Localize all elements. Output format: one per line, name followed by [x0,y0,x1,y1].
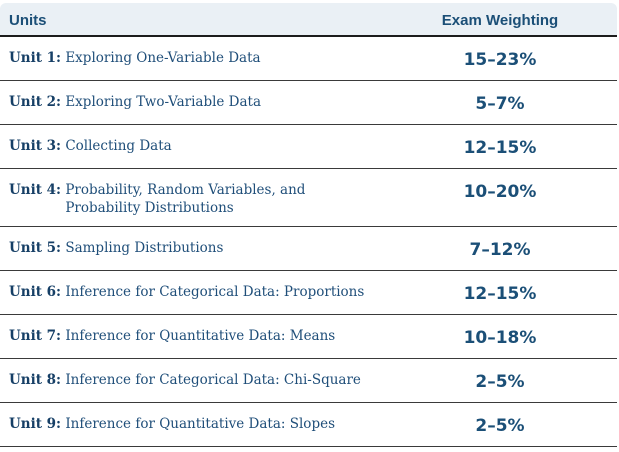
weighting-cell: 12–15% [463,138,537,158]
unit-title: Exploring Two-Variable Data [65,94,262,110]
unit-title-block: Probability, Random Variables, and Proba… [65,181,305,217]
unit-cell: Unit 8: Inference for Categorical Data: … [9,371,369,389]
table-row: Unit 1: Exploring One-Variable Data 15–2… [0,37,617,81]
unit-cell: Unit 5: Sampling Distributions [9,239,369,257]
exam-weighting-table: Units Exam Weighting Unit 1: Exploring O… [0,3,617,447]
unit-number: Unit 7: [9,328,62,344]
exam-weighting-column-header: Exam Weighting [441,12,559,29]
unit-cell: Unit 2: Exploring Two-Variable Data [9,93,369,111]
unit-cell: Unit 7: Inference for Quantitative Data:… [9,327,369,345]
weighting-cell: 10–18% [463,328,537,348]
unit-number: Unit 3: [9,138,62,154]
table-row: Unit 7: Inference for Quantitative Data:… [0,315,617,359]
table-row: Unit 5: Sampling Distributions 7–12% [0,227,617,271]
unit-title: Collecting Data [65,138,172,154]
unit-number: Unit 1: [9,50,62,66]
unit-cell: Unit 4: Probability, Random Variables, a… [9,181,369,217]
table-row: Unit 3: Collecting Data 12–15% [0,125,617,169]
unit-number: Unit 5: [9,240,62,256]
table-header: Units Exam Weighting [0,3,617,37]
table-row: Unit 4: Probability, Random Variables, a… [0,169,617,227]
unit-number: Unit 4: [9,182,62,198]
weighting-cell: 15–23% [463,50,537,70]
unit-cell: Unit 3: Collecting Data [9,137,369,155]
weighting-cell: 2–5% [475,416,525,436]
table-row: Unit 6: Inference for Categorical Data: … [0,271,617,315]
units-column-header: Units [9,12,47,29]
unit-cell: Unit 1: Exploring One-Variable Data [9,49,369,67]
table-row: Unit 8: Inference for Categorical Data: … [0,359,617,403]
weighting-cell: 12–15% [463,284,537,304]
weighting-cell: 5–7% [475,94,525,114]
weighting-cell: 2–5% [475,372,525,392]
weighting-cell: 7–12% [469,240,531,260]
unit-cell: Unit 6: Inference for Categorical Data: … [9,283,369,301]
unit-title: Inference for Categorical Data: Chi-Squa… [65,372,361,388]
unit-title: Inference for Categorical Data: Proporti… [65,284,365,300]
unit-title-line2: Probability Distributions [65,200,234,216]
unit-title: Exploring One-Variable Data [65,50,261,66]
unit-title: Sampling Distributions [65,240,224,256]
unit-number: Unit 6: [9,284,62,300]
unit-cell: Unit 9: Inference for Quantitative Data:… [9,415,369,433]
unit-title: Inference for Quantitative Data: Slopes [65,416,335,432]
unit-number: Unit 9: [9,416,62,432]
unit-title: Inference for Quantitative Data: Means [65,328,336,344]
unit-title: Probability, Random Variables, and [65,182,306,198]
table-row: Unit 9: Inference for Quantitative Data:… [0,403,617,447]
weighting-cell: 10–20% [463,182,537,202]
table-row: Unit 2: Exploring Two-Variable Data 5–7% [0,81,617,125]
unit-number: Unit 2: [9,94,62,110]
unit-number: Unit 8: [9,372,62,388]
